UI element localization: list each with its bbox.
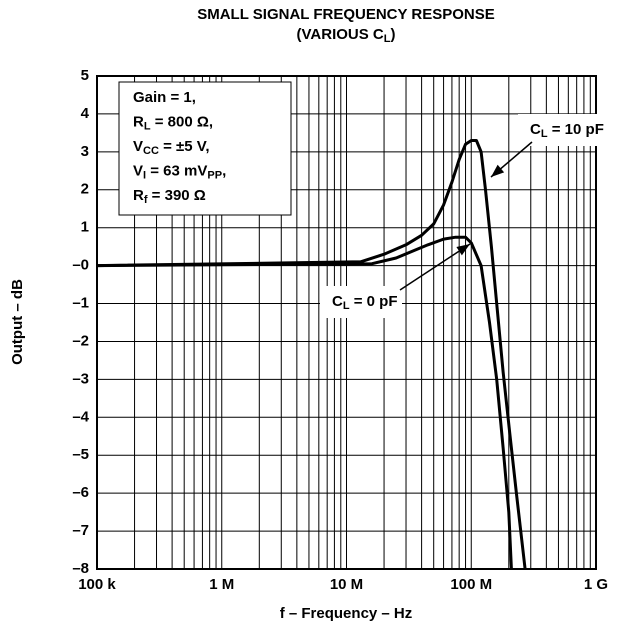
- y-tick-label: –1: [72, 295, 89, 312]
- y-axis-label: Output – dB: [9, 279, 26, 365]
- y-tick-label: –6: [72, 484, 89, 501]
- annotation: VI = 63 mVPP,: [133, 162, 226, 181]
- y-tick-label: 4: [81, 105, 90, 122]
- text-part: R: [133, 187, 144, 204]
- subscript: PP: [207, 169, 222, 181]
- x-tick-label: 1 M: [209, 576, 234, 593]
- text-part: = 390 Ω: [148, 187, 206, 204]
- text-part: (VARIOUS C: [297, 26, 384, 43]
- series-line: [96, 139, 527, 570]
- subscript: CC: [143, 145, 159, 157]
- text-part: C: [530, 121, 541, 138]
- annotation: RL = 800 Ω,: [133, 113, 213, 132]
- annotation: Gain = 1,: [133, 89, 196, 106]
- y-tick-label: –0: [72, 257, 89, 274]
- text-part: V: [133, 162, 143, 179]
- text-part: C: [332, 293, 343, 310]
- chart-title: SMALL SIGNAL FREQUENCY RESPONSE: [197, 6, 495, 23]
- text-part: R: [133, 113, 144, 130]
- subscript: L: [384, 33, 391, 45]
- y-tick-label: –3: [72, 370, 89, 387]
- legend-label: CL = 10 pF: [530, 121, 604, 140]
- annotation: VCC = ±5 V,: [133, 138, 210, 157]
- legend-arrow: [399, 243, 471, 291]
- text-part: = ±5 V,: [159, 138, 210, 155]
- x-tick-label: 1 G: [584, 576, 608, 593]
- annotation: Rf = 390 Ω: [133, 187, 206, 206]
- x-tick-label: 100 M: [450, 576, 492, 593]
- legend-arrowhead: [456, 244, 470, 256]
- subscript: I: [143, 169, 146, 181]
- series-line: [96, 235, 513, 570]
- subscript: f: [144, 194, 148, 206]
- x-tick-label: 10 M: [330, 576, 363, 593]
- subscript: L: [541, 128, 548, 140]
- legend-box: [320, 286, 402, 318]
- y-tick-label: –5: [72, 446, 89, 463]
- subscript: L: [343, 300, 350, 312]
- text-part: = 800 Ω,: [151, 113, 213, 130]
- annotation-box: [118, 81, 292, 216]
- y-tick-label: 2: [81, 181, 89, 198]
- legend-box: [518, 114, 608, 146]
- text-part: ,: [222, 162, 226, 179]
- subscript: L: [144, 120, 151, 132]
- text-part: = 0 pF: [350, 293, 398, 310]
- text-part: Gain = 1,: [133, 89, 196, 106]
- x-tick-label: 100 k: [78, 576, 116, 593]
- y-tick-label: –4: [72, 408, 89, 425]
- y-tick-label: –7: [72, 522, 89, 539]
- x-axis-label: f – Frequency – Hz: [280, 605, 413, 622]
- chart-subtitle: (VARIOUS CL): [297, 26, 396, 45]
- text-part: V: [133, 138, 143, 155]
- text-part: = 10 pF: [548, 121, 604, 138]
- y-tick-label: 3: [81, 143, 89, 160]
- text-part: ): [390, 26, 395, 43]
- legend-arrowhead: [491, 164, 505, 177]
- text-part: = 63 mV: [146, 162, 207, 179]
- legend-label: CL = 0 pF: [332, 293, 398, 312]
- y-tick-label: 5: [81, 67, 89, 84]
- y-tick-label: –2: [72, 332, 89, 349]
- y-tick-label: 1: [81, 219, 89, 236]
- y-tick-label: –8: [72, 560, 89, 577]
